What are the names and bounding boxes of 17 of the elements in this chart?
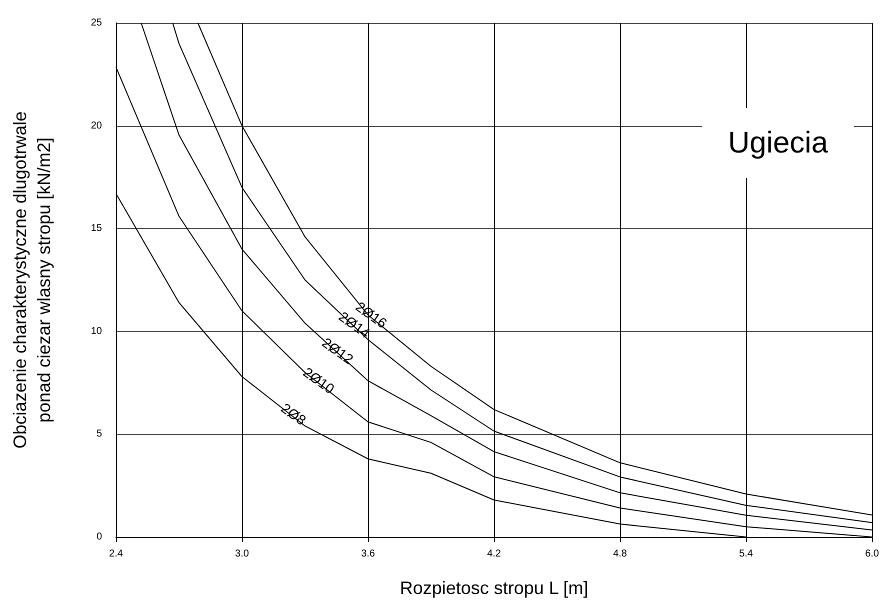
y-tick-label: 15 [90,223,102,234]
y-tick-label: 5 [96,428,102,440]
x-tick-label: 2.4 [109,548,124,560]
x-tick-label: 4.2 [487,548,502,560]
y-tick-label: 10 [90,326,102,337]
x-tick-label: 3.0 [235,548,250,560]
annotation: Ugiecia [728,126,828,160]
x-tick-label: 4.8 [613,548,628,560]
annotation: 2Ø8 [278,400,310,428]
y-tick-label: 25 [90,18,102,28]
x-tick-label: 5.4 [739,548,754,560]
x-tick-label: 3.6 [361,548,376,560]
x-axis-title: Rozpietosc stropu L [m] [400,578,588,598]
y-tick-label: 0 [96,532,102,542]
y-axis-title: Obciazenie charakterystyczne dlugotrwale ponad ciezar wlasny stropu [kN/m2] [10,111,54,449]
x-tick-label: 6.0 [865,548,880,560]
y-tick-label: 20 [90,120,102,132]
